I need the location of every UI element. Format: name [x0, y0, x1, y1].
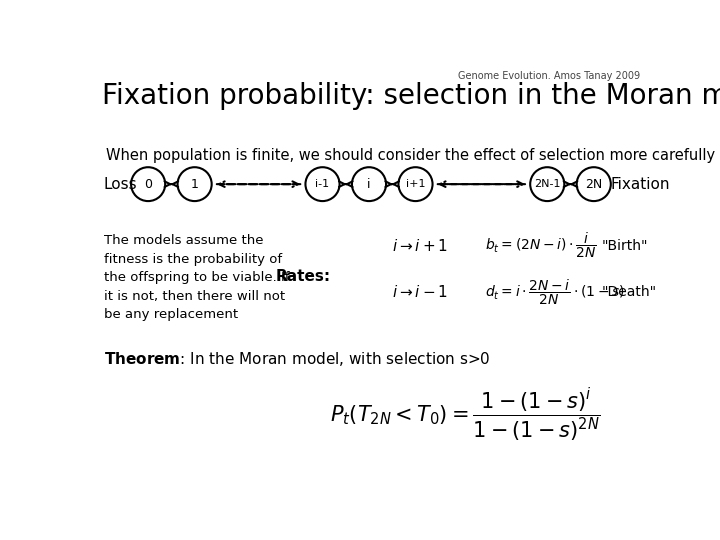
Text: $i \rightarrow i-1$: $i \rightarrow i-1$ — [392, 284, 449, 300]
Text: $b_t = (2N-i)\cdot\dfrac{i}{2N}$: $b_t = (2N-i)\cdot\dfrac{i}{2N}$ — [485, 231, 598, 260]
Text: Loss: Loss — [104, 177, 138, 192]
Text: Genome Evolution. Amos Tanay 2009: Genome Evolution. Amos Tanay 2009 — [458, 71, 640, 81]
Text: i+1: i+1 — [406, 179, 426, 189]
Text: $i \rightarrow i+1$: $i \rightarrow i+1$ — [392, 238, 449, 254]
Text: i-1: i-1 — [315, 179, 330, 189]
Text: When population is finite, we should consider the effect of selection more caref: When population is finite, we should con… — [106, 148, 715, 163]
Text: The models assume the
fitness is the probability of
the offspring to be viable. : The models assume the fitness is the pro… — [104, 234, 289, 321]
Text: "Death": "Death" — [601, 285, 657, 299]
Text: $P_t(T_{2N} < T_0) = \dfrac{1-(1-s)^i}{1-(1-s)^{2N}}$: $P_t(T_{2N} < T_0) = \dfrac{1-(1-s)^i}{1… — [330, 387, 601, 444]
Text: 2N: 2N — [585, 178, 603, 191]
Text: Fixation probability: selection in the Moran model: Fixation probability: selection in the M… — [102, 82, 720, 110]
Text: 1: 1 — [191, 178, 199, 191]
Text: Rates:: Rates: — [276, 269, 331, 284]
Text: 0: 0 — [144, 178, 152, 191]
Text: 2N-1: 2N-1 — [534, 179, 560, 189]
Text: i: i — [367, 178, 371, 191]
Text: $\mathbf{Theorem}$: In the Moran model, with selection s>0: $\mathbf{Theorem}$: In the Moran model, … — [104, 350, 490, 368]
Text: $d_t = i\cdot\dfrac{2N-i}{2N}\cdot(1-s)$: $d_t = i\cdot\dfrac{2N-i}{2N}\cdot(1-s)$ — [485, 277, 625, 307]
Text: Fixation: Fixation — [611, 177, 670, 192]
Text: "Birth": "Birth" — [601, 239, 648, 253]
